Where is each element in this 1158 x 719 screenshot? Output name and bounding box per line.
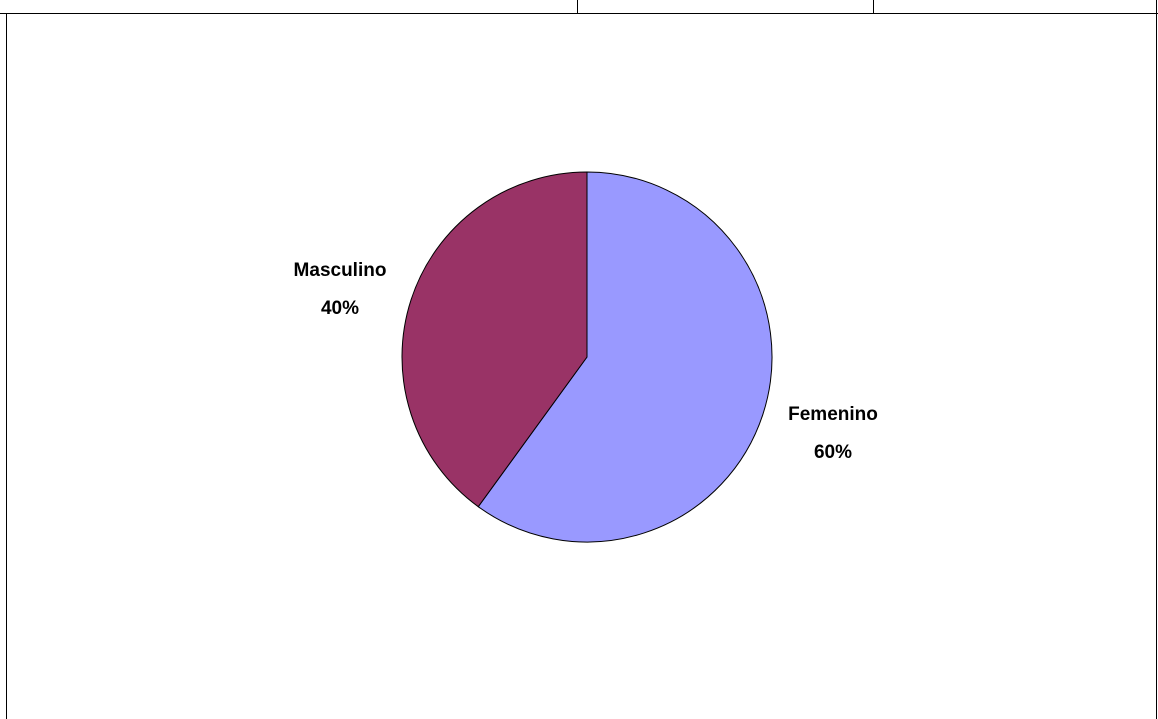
table-left-border bbox=[6, 14, 7, 719]
pie-labels: Femenino 60% Masculino 40% bbox=[294, 260, 878, 463]
table-header-bottom-border bbox=[0, 13, 1158, 14]
slice-percent-masculino: 40% bbox=[321, 298, 359, 319]
slice-label-masculino: Masculino bbox=[294, 260, 387, 281]
table-column-divider-1 bbox=[577, 0, 578, 14]
table-column-divider-2 bbox=[873, 0, 874, 14]
pie-slice-femenino bbox=[477, 171, 773, 543]
table-header-row bbox=[0, 0, 1158, 14]
slice-label-femenino: Femenino bbox=[788, 404, 878, 425]
pie-slices bbox=[401, 171, 773, 543]
slice-percent-femenino: 60% bbox=[814, 442, 852, 463]
table-right-border bbox=[1156, 0, 1157, 719]
pie-slice-masculino bbox=[401, 171, 588, 508]
